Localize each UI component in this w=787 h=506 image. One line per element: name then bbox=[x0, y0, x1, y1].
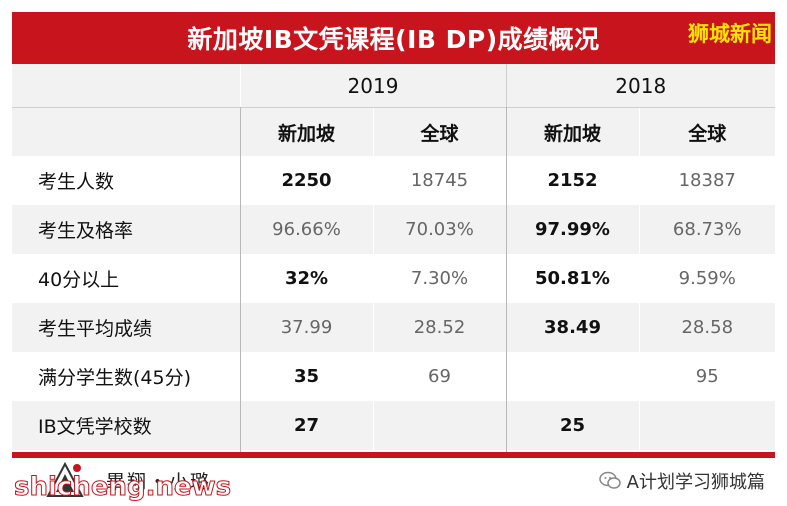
table-row: IB文凭学校数 27 25 bbox=[12, 401, 775, 450]
column-divider bbox=[240, 107, 241, 458]
cell-2018-singapore: 2152 bbox=[505, 156, 639, 205]
region-header: 新加坡 bbox=[239, 107, 373, 156]
row-label: 满分学生数(45分) bbox=[12, 352, 240, 401]
title-bar: 新加坡IB文凭课程(IB DP)成绩概况 狮城新闻 bbox=[12, 12, 775, 64]
cell-2018-singapore: 38.49 bbox=[505, 303, 639, 352]
cell-2018-global: 28.58 bbox=[638, 303, 775, 352]
cell-2019-global: 70.03% bbox=[372, 205, 506, 254]
region-header: 全球 bbox=[372, 107, 506, 156]
brand-badge: 狮城新闻 bbox=[688, 22, 772, 46]
table-row: 考生及格率 96.66% 70.03% 97.99% 68.73% bbox=[12, 205, 775, 254]
cell-2019-singapore: 32% bbox=[239, 254, 373, 303]
cell-2019-global: 7.30% bbox=[372, 254, 506, 303]
corner-cell bbox=[12, 64, 240, 108]
results-table-card: 新加坡IB文凭课程(IB DP)成绩概况 狮城新闻 2019 2018 新加坡 … bbox=[12, 12, 775, 458]
cell-2018-global: 95 bbox=[638, 352, 775, 401]
year-2018-header: 2018 bbox=[505, 64, 775, 108]
cell-2019-global: 28.52 bbox=[372, 303, 506, 352]
cell-2018-singapore: 50.81% bbox=[505, 254, 639, 303]
site-watermark: shicheng.news bbox=[13, 472, 232, 503]
cell-2019-singapore: 2250 bbox=[239, 156, 373, 205]
logo-text: 畢翔・小璐 bbox=[106, 471, 212, 493]
year-2019-header: 2019 bbox=[239, 64, 506, 108]
cell-2019-singapore: 27 bbox=[239, 401, 373, 450]
year-header-row: 2019 2018 bbox=[12, 64, 775, 108]
wechat-icon bbox=[598, 471, 621, 489]
cell-2019-global: 18745 bbox=[372, 156, 506, 205]
mountain-logo-icon bbox=[46, 462, 84, 497]
cell-2018-singapore: 25 bbox=[505, 401, 639, 450]
table-row: 考生平均成绩 37.99 28.52 38.49 28.58 bbox=[12, 303, 775, 352]
row-label: 考生及格率 bbox=[12, 205, 240, 254]
region-header: 全球 bbox=[638, 107, 775, 156]
cell-2018-global: 68.73% bbox=[638, 205, 775, 254]
region-header: 新加坡 bbox=[505, 107, 639, 156]
wechat-account: A计划学习狮城篇 bbox=[598, 468, 765, 494]
footer: 畢翔・小璐 shicheng.news A计划学习狮城篇 bbox=[0, 458, 787, 506]
cell-2019-singapore: 35 bbox=[239, 352, 373, 401]
cell-2019-singapore: 96.66% bbox=[239, 205, 373, 254]
row-label: IB文凭学校数 bbox=[12, 401, 240, 450]
cell-2018-global: 9.59% bbox=[638, 254, 775, 303]
cell-2018-global: 18387 bbox=[638, 156, 775, 205]
row-label: 40分以上 bbox=[12, 254, 240, 303]
bottom-accent-line bbox=[12, 452, 775, 458]
cell-2019-singapore: 37.99 bbox=[239, 303, 373, 352]
region-header-row: 新加坡 全球 新加坡 全球 bbox=[12, 107, 775, 156]
cell-2018-singapore: 97.99% bbox=[505, 205, 639, 254]
table-row: 满分学生数(45分) 35 69 95 bbox=[12, 352, 775, 401]
cell-2019-global bbox=[372, 401, 506, 450]
table-title: 新加坡IB文凭课程(IB DP)成绩概况 bbox=[187, 25, 600, 54]
cell-2019-global: 69 bbox=[372, 352, 506, 401]
table-row: 40分以上 32% 7.30% 50.81% 9.59% bbox=[12, 254, 775, 303]
cell-2018-singapore bbox=[505, 352, 639, 401]
corner-cell bbox=[12, 107, 240, 156]
row-label: 考生人数 bbox=[12, 156, 240, 205]
row-label: 考生平均成绩 bbox=[12, 303, 240, 352]
results-table: 2019 2018 新加坡 全球 新加坡 全球 考生人数 2250 18745 … bbox=[12, 64, 775, 450]
account-name: A计划学习狮城篇 bbox=[626, 472, 765, 493]
cell-2018-global bbox=[638, 401, 775, 450]
column-divider bbox=[506, 107, 507, 458]
table-row: 考生人数 2250 18745 2152 18387 bbox=[12, 156, 775, 205]
